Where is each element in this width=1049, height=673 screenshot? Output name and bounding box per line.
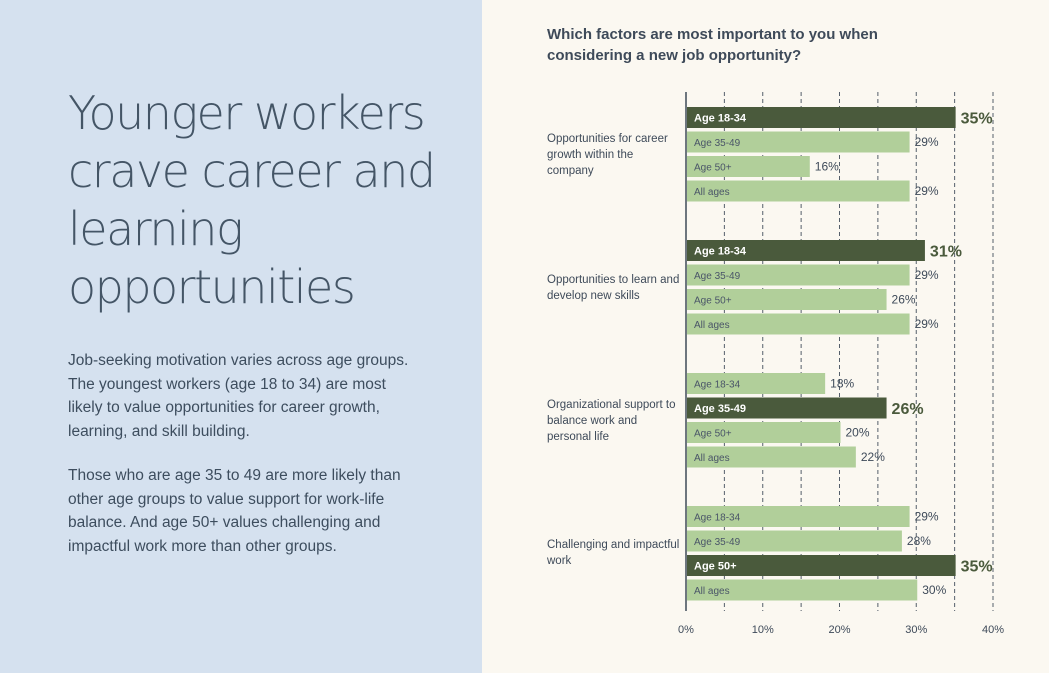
left-panel: Younger workers crave career and learnin… [0, 0, 482, 673]
chart-title: Which factors are most important to you … [547, 26, 878, 64]
paragraph-age-groups: Job-seeking motivation varies across age… [68, 352, 409, 440]
chart-panel [482, 0, 1049, 673]
category-label-challenging-work: Challenging and impactful work [547, 539, 680, 567]
paragraph-work-life: Those who are age 35 to 49 are more like… [68, 467, 401, 555]
category-label-learn-develop: Opportunities to learn and develop new s… [547, 274, 680, 302]
headline: Younger workers crave career and learnin… [68, 86, 436, 314]
category-label-work-life: Organizational support to balance work a… [547, 399, 676, 443]
category-label-career-growth: Opportunities for career growth within t… [547, 133, 668, 177]
